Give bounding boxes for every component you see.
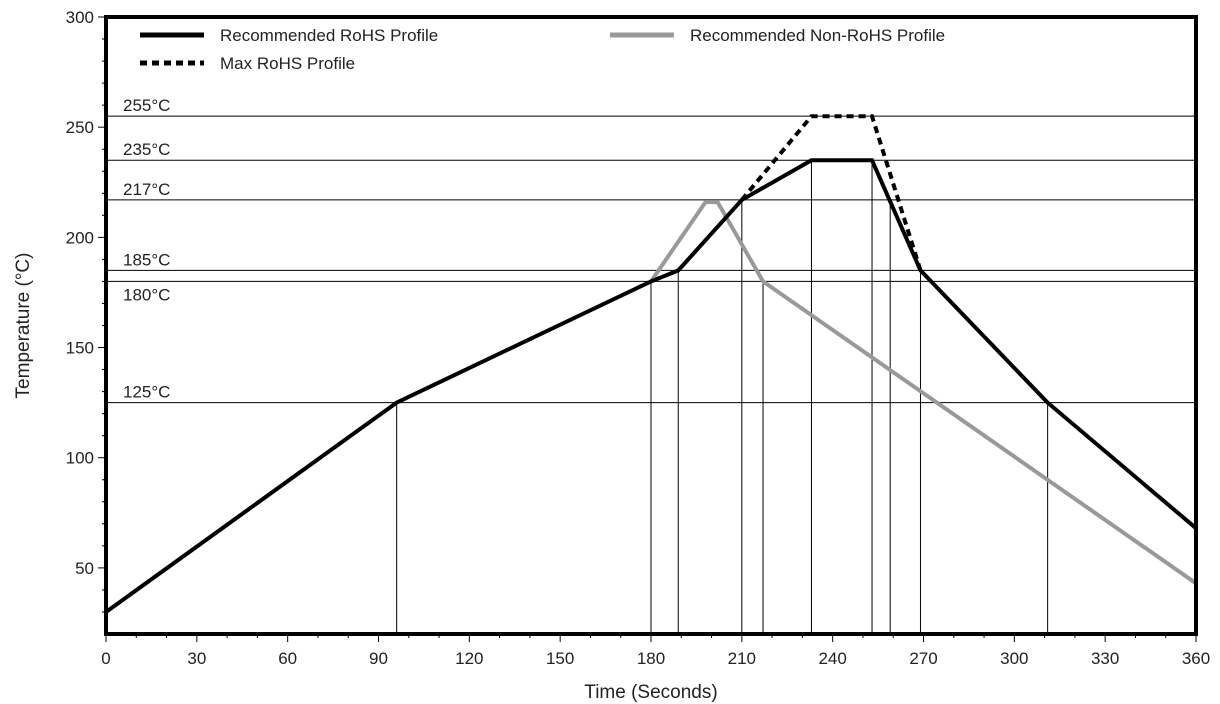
series-line-recommended-non-rohs-profile (649, 200, 1198, 585)
x-tick-label: 30 (187, 649, 206, 668)
x-tick-label: 360 (1182, 649, 1210, 668)
x-tick-label: 240 (818, 649, 846, 668)
y-tick-label: 150 (66, 339, 94, 358)
reference-line-label: 255°C (123, 96, 170, 115)
y-tick-label: 50 (75, 559, 94, 578)
x-tick-label: 180 (637, 649, 665, 668)
x-tick-label: 330 (1091, 649, 1119, 668)
legend-label: Recommended Non-RoHS Profile (690, 26, 945, 45)
x-tick-label: 90 (369, 649, 388, 668)
y-tick-label: 250 (66, 118, 94, 137)
reference-line-label: 185°C (123, 250, 170, 269)
vertical-markers (396, 160, 1049, 634)
y-tick-label: 200 (66, 228, 94, 247)
legend-label: Max RoHS Profile (220, 54, 355, 73)
y-tick-label: 100 (66, 449, 94, 468)
axis-ticks: 0 30 60 90 120 150 180 210 240 270 300 330 360 50 100 1… (66, 8, 1211, 668)
x-tick-label: 120 (455, 649, 483, 668)
legend: Recommended RoHS Profile Recommended Non-… (140, 26, 945, 73)
x-tick-label: 0 (101, 649, 110, 668)
x-tick-label: 300 (1000, 649, 1028, 668)
series-line-max-rohs-profile (740, 114, 923, 272)
x-tick-label: 270 (909, 649, 937, 668)
x-tick-label: 150 (546, 649, 574, 668)
y-tick-label: 300 (66, 8, 94, 27)
x-axis-title: Time (Seconds) (584, 682, 717, 703)
legend-label: Recommended RoHS Profile (220, 26, 438, 45)
reference-line-label: 180°C (123, 285, 170, 304)
reference-line-label: 125°C (123, 383, 170, 402)
series-line-recommended-rohs-profile (104, 158, 1198, 614)
x-tick-label: 60 (278, 649, 297, 668)
y-axis-title: Temperature (°C) (13, 253, 34, 399)
series-lines (104, 114, 1198, 614)
reference-line-label: 217°C (123, 180, 170, 199)
reference-line-label: 235°C (123, 140, 170, 159)
x-tick-label: 210 (728, 649, 756, 668)
